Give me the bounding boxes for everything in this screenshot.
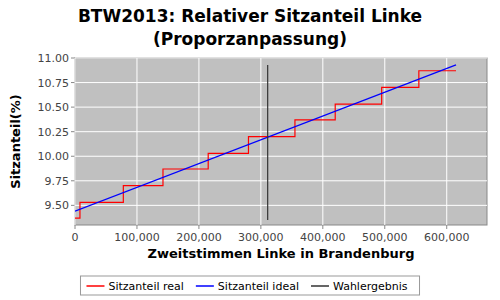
tick-label: 10.00: [38, 150, 70, 163]
x-axis-label: Zweitstimmen Linke in Brandenburg: [148, 246, 415, 261]
tick: [71, 156, 75, 157]
tick-label: 100,000: [114, 231, 160, 244]
series-group: [75, 65, 456, 220]
grid-line: [136, 58, 137, 225]
tick-label: 600,000: [424, 231, 470, 244]
tick: [71, 205, 75, 206]
grid-line: [260, 58, 261, 225]
legend-swatch: [86, 285, 104, 287]
tick-label: 11.00: [38, 52, 70, 65]
tick: [260, 225, 261, 229]
tick-label: 0: [72, 231, 79, 244]
grid-line: [322, 58, 323, 225]
legend-box: [80, 276, 419, 295]
tick-label: 500,000: [362, 231, 408, 244]
legend-entry: Sitzanteil ideal: [218, 280, 299, 293]
legend-swatch: [311, 285, 329, 287]
tick-label: 10.75: [38, 77, 70, 90]
tick: [384, 225, 385, 229]
tick: [71, 180, 75, 181]
tick-label: 10.50: [38, 101, 70, 114]
tick: [71, 107, 75, 108]
legend-entry: Wahlergebnis: [333, 280, 408, 293]
chart: BTW2013: Relativer Sitzanteil Linke (Prop…: [0, 0, 500, 300]
tick-label: 200,000: [176, 231, 222, 244]
tick: [322, 225, 323, 229]
tick: [198, 225, 199, 229]
tick: [75, 225, 76, 229]
tick: [446, 225, 447, 229]
plot-area: [75, 58, 487, 225]
series-line: [75, 71, 456, 218]
tick-label: 400,000: [300, 231, 346, 244]
tick: [71, 82, 75, 83]
grid-line: [198, 58, 199, 225]
tick: [71, 58, 75, 59]
subtitle: (Proporzanpassung): [153, 29, 347, 49]
title: BTW2013: Relativer Sitzanteil Linke: [78, 6, 422, 26]
y-axis-label: Sitzanteil(%): [8, 94, 23, 188]
grid-line: [75, 58, 76, 225]
legend-entry: Sitzanteil real: [108, 280, 183, 293]
tick: [71, 131, 75, 132]
tick-label: 10.25: [38, 126, 70, 139]
tick: [136, 225, 137, 229]
legend-swatch: [196, 285, 214, 287]
series-line: [75, 65, 456, 211]
tick-label: 9.75: [45, 175, 70, 188]
grid-line: [384, 58, 385, 225]
grid-line: [446, 58, 447, 225]
tick-label: 9.50: [45, 199, 70, 212]
tick-label: 300,000: [238, 231, 284, 244]
legend: Sitzanteil real Sitzanteil ideal Wahlergeb…: [80, 276, 419, 295]
series-line: [267, 65, 268, 220]
